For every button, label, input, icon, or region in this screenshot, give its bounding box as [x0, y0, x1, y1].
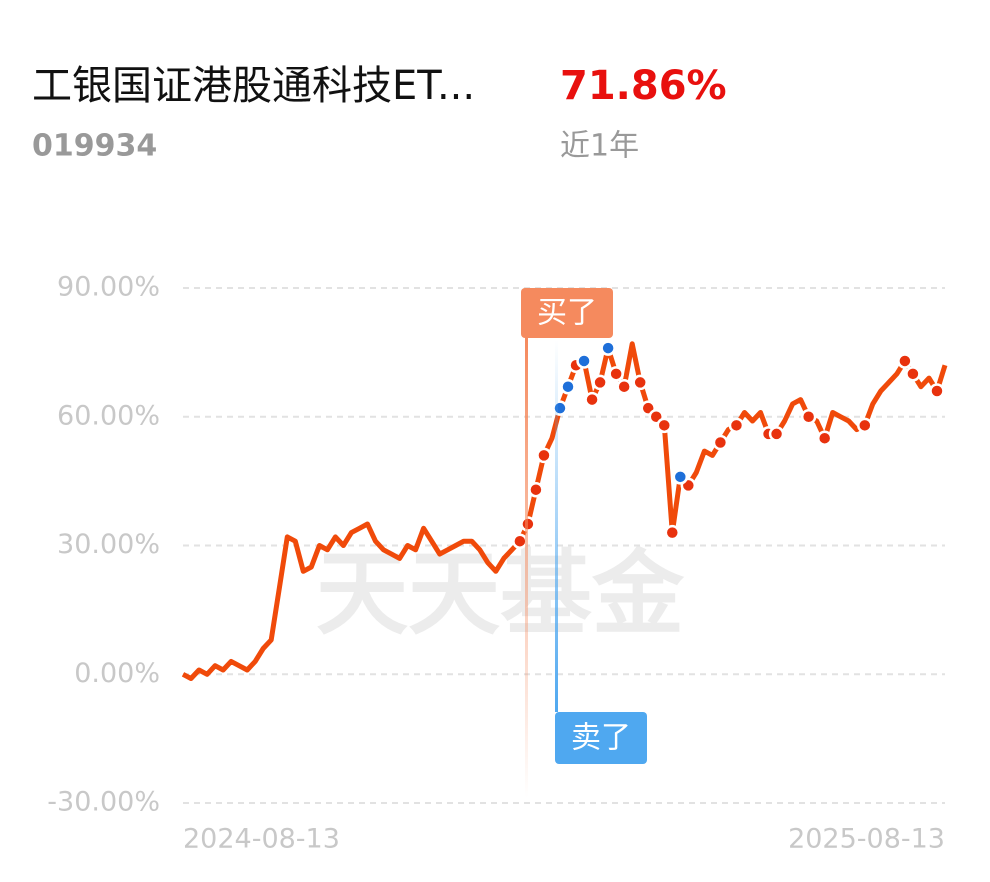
return-value: 71.86% — [560, 63, 727, 109]
trade-point — [616, 378, 632, 395]
trade-point — [512, 533, 528, 549]
buy-line — [525, 338, 528, 798]
trade-point — [536, 447, 552, 464]
trade-point — [800, 409, 817, 425]
x-tick-label: 2024-08-13 — [183, 824, 340, 855]
trade-point — [584, 391, 600, 408]
trade-point — [560, 378, 576, 395]
plot-area: 90.00% 60.00% 30.00% 0.00% -30.00% 2024-08-13… — [47, 272, 948, 855]
trade-point — [608, 366, 624, 382]
trade-point — [897, 353, 913, 369]
x-tick-label: 2025-08-13 — [788, 824, 945, 855]
y-tick-label: -30.00% — [47, 787, 160, 818]
fund-code: 019934 — [32, 129, 157, 164]
period-label: 近1年 — [560, 129, 639, 164]
trade-point — [528, 481, 544, 498]
sell-label: 卖了 — [571, 721, 631, 756]
trade-point — [664, 524, 681, 541]
y-tick-label: 90.00% — [57, 272, 160, 303]
trade-point — [632, 374, 648, 391]
sell-line — [555, 340, 558, 712]
fund-title: 工银国证港股通科技ET... — [32, 63, 475, 109]
trade-point — [905, 366, 921, 382]
trade-point — [728, 417, 745, 434]
trade-point — [768, 426, 785, 442]
y-tick-label: 0.00% — [74, 658, 160, 689]
watermark: 天天基金 — [316, 540, 685, 647]
trade-point — [576, 353, 592, 369]
buy-label: 买了 — [537, 296, 597, 331]
y-tick-label: 60.00% — [57, 400, 160, 431]
nav-line — [181, 341, 948, 681]
trade-point — [600, 340, 616, 356]
trade-point — [592, 374, 608, 391]
trade-point — [857, 417, 873, 434]
trade-point — [712, 434, 729, 451]
trade-point — [656, 417, 673, 434]
trade-point — [816, 430, 833, 446]
y-tick-label: 30.00% — [57, 529, 160, 560]
buy-callout — [521, 288, 613, 338]
trade-point — [672, 469, 689, 485]
sell-callout — [555, 712, 647, 764]
trade-point — [929, 383, 945, 399]
